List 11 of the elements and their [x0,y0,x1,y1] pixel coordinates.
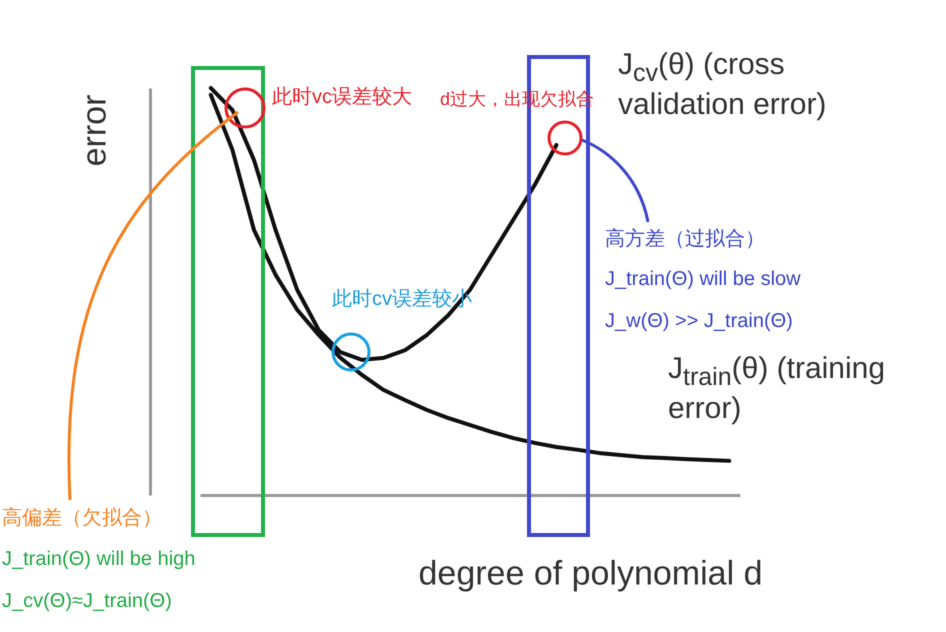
x-axis-title: degree of polynomial d [418,554,763,592]
y-axis-title: error [76,94,114,166]
text: J_cv(Θ)≈J_train(Θ) [2,590,172,612]
annotation: J_w(Θ) >> J_train(Θ) [605,310,793,332]
series-label: J$_{train}$(θ) (training error) [668,352,886,426]
annotation: 此时vc误差较大 [272,86,412,108]
annotation: 高方差（过拟合） [605,228,765,250]
text: J_train(Θ) will be high [2,548,196,570]
text: 高偏差（欠拟合） [2,507,162,529]
annotation: J_train(Θ) will be slow [605,268,801,290]
text: J$_{cv}$(θ) (cross validation error) [618,48,828,122]
